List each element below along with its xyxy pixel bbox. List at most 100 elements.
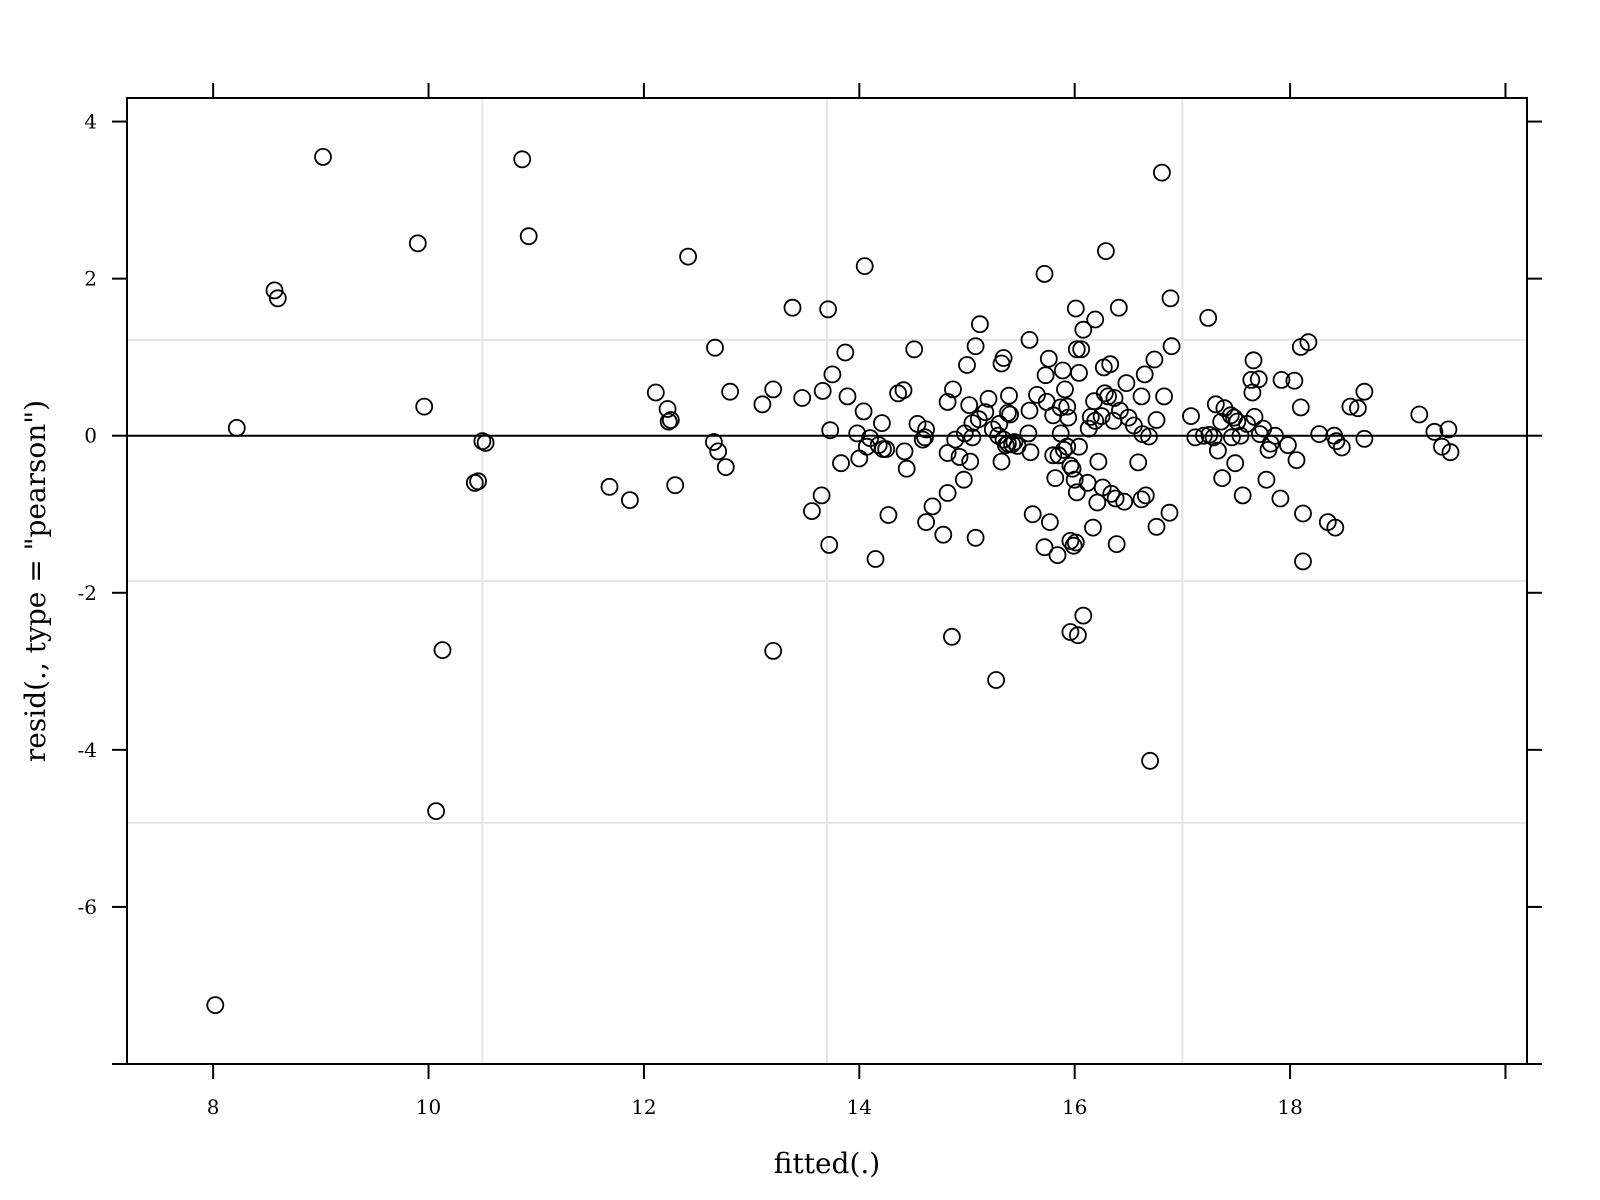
data-point-213	[1257, 470, 1276, 489]
data-point-2	[265, 281, 284, 300]
data-point-104	[1020, 330, 1039, 349]
data-point-141	[1072, 340, 1091, 359]
data-point-87	[983, 420, 1002, 439]
data-point-140	[1070, 437, 1088, 456]
data-point-69	[938, 484, 957, 502]
data-point-189	[1195, 426, 1213, 445]
data-point-63	[917, 420, 935, 439]
data-point-227	[1310, 425, 1329, 444]
data-point-40	[832, 454, 850, 473]
data-point-76	[958, 356, 976, 374]
data-point-206	[1242, 370, 1261, 389]
data-point-95	[996, 436, 1015, 455]
data-point-194	[1209, 441, 1227, 460]
data-point-37	[820, 536, 839, 554]
data-point-4	[314, 147, 332, 166]
data-point-184	[1160, 503, 1179, 522]
data-point-237	[1410, 405, 1429, 424]
data-point-185	[1161, 289, 1180, 308]
data-point-156	[1095, 384, 1114, 403]
data-point-106	[1021, 443, 1040, 462]
data-point-191	[1200, 425, 1219, 444]
data-point-13	[513, 150, 532, 169]
data-point-177	[1140, 427, 1158, 446]
data-point-192	[1204, 428, 1223, 447]
data-point-107	[1023, 505, 1042, 524]
data-point-152	[1089, 452, 1108, 471]
data-point-143	[1074, 606, 1093, 625]
data-point-232	[1332, 438, 1351, 457]
data-point-18	[658, 400, 677, 418]
data-point-180	[1147, 411, 1166, 429]
data-point-62	[916, 428, 934, 447]
data-point-39	[823, 365, 842, 384]
data-point-15	[600, 477, 619, 496]
data-point-226	[1299, 333, 1318, 352]
data-point-110	[1035, 538, 1054, 557]
data-point-41	[836, 343, 855, 362]
data-point-209	[1245, 407, 1264, 426]
data-point-64	[917, 513, 935, 531]
x-tick-label-1: 10	[416, 1095, 441, 1119]
data-point-21	[666, 476, 685, 495]
data-point-72	[946, 430, 965, 449]
data-point-71	[944, 380, 962, 399]
data-point-17	[646, 383, 665, 402]
data-point-0	[206, 996, 225, 1014]
data-point-187	[1182, 407, 1200, 426]
data-point-73	[950, 447, 969, 466]
grid-lines	[127, 98, 1527, 1064]
data-point-57	[895, 442, 914, 461]
x-tick-label-2: 12	[631, 1095, 656, 1119]
x-tick-label-3: 14	[847, 1095, 872, 1119]
data-point-103	[1019, 424, 1038, 443]
data-point-186	[1162, 337, 1181, 356]
data-point-23	[705, 433, 723, 451]
data-point-34	[812, 486, 831, 505]
data-point-135	[1066, 299, 1085, 318]
data-point-88	[987, 671, 1005, 689]
data-point-114	[1041, 513, 1059, 531]
data-point-137	[1067, 483, 1086, 502]
data-point-109	[1035, 264, 1054, 283]
data-point-217	[1271, 489, 1290, 508]
y-tick-label-2: 0	[84, 424, 97, 448]
data-point-67	[938, 392, 957, 411]
data-point-35	[813, 381, 832, 400]
x-axis: 8 10 12 14 16 18	[207, 83, 1507, 1119]
y-axis: 4 2 0 -2 -4 -6	[78, 110, 1542, 1065]
data-point-30	[764, 642, 783, 660]
data-point-33	[803, 502, 821, 521]
x-tick-label-5: 18	[1277, 1095, 1302, 1119]
data-point-122	[1053, 361, 1072, 380]
data-point-153	[1092, 407, 1111, 426]
data-point-84	[971, 315, 989, 334]
data-point-176	[1136, 486, 1155, 505]
data-point-172	[1132, 387, 1151, 406]
data-point-221	[1287, 451, 1306, 470]
data-point-208	[1244, 351, 1263, 370]
data-point-159	[1101, 355, 1120, 374]
data-point-70	[943, 627, 961, 646]
data-point-77	[960, 396, 979, 415]
data-points	[206, 147, 1460, 1014]
data-point-142	[1074, 320, 1093, 339]
x-axis-title: fitted(.)	[774, 1147, 880, 1180]
data-point-241	[1441, 443, 1460, 462]
data-point-53	[877, 440, 896, 459]
data-point-27	[721, 382, 739, 401]
data-point-80	[963, 428, 982, 447]
data-point-202	[1228, 412, 1247, 431]
data-point-164	[1107, 535, 1126, 553]
data-point-117	[1046, 469, 1065, 488]
data-point-56	[894, 381, 913, 400]
data-point-147	[1084, 518, 1102, 537]
data-point-97	[999, 403, 1017, 422]
data-point-43	[848, 424, 867, 443]
data-point-93	[994, 349, 1013, 367]
data-point-240	[1439, 420, 1458, 439]
data-point-38	[821, 421, 840, 440]
data-point-12	[476, 433, 495, 452]
data-point-210	[1249, 370, 1268, 389]
data-point-81	[966, 337, 985, 356]
